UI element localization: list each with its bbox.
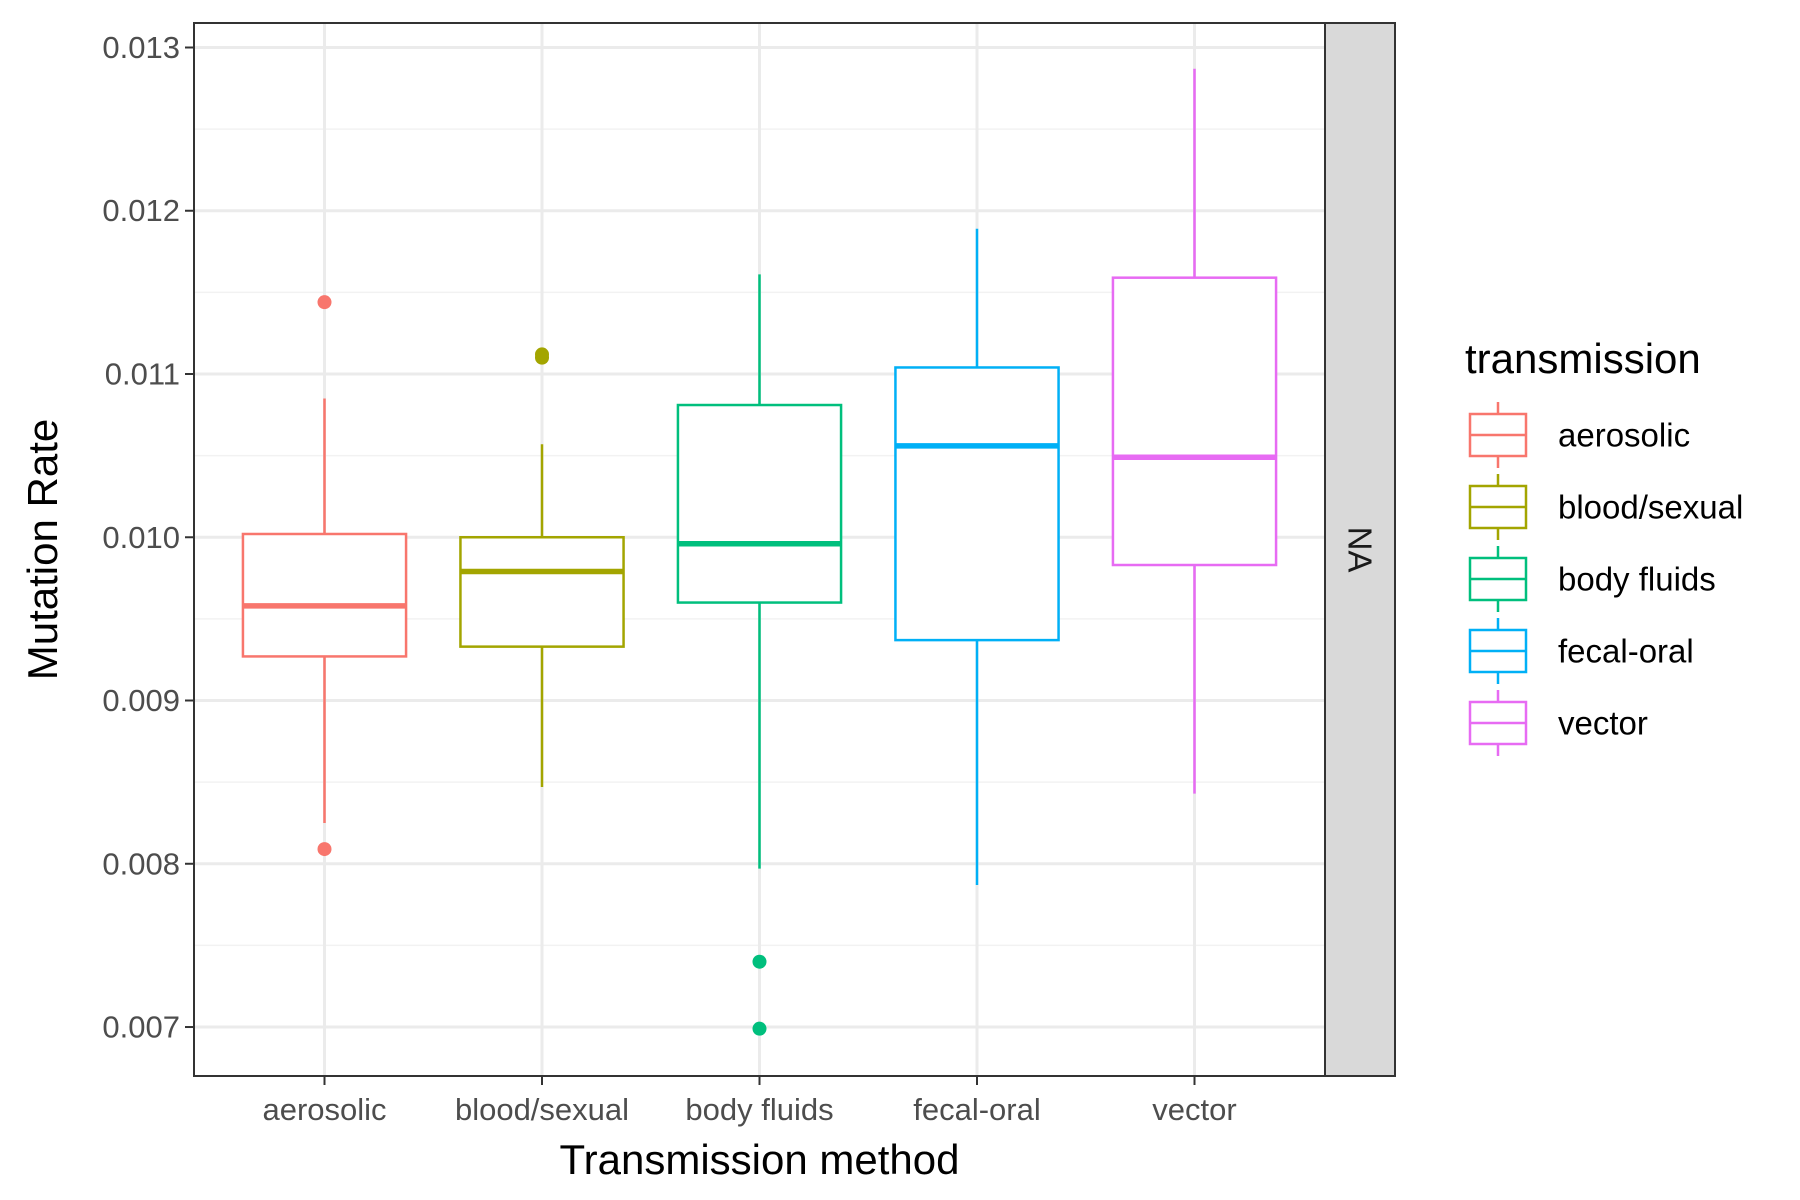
legend-item-aerosolic: aerosolic: [1468, 402, 1690, 468]
outlier-point: [752, 1021, 767, 1036]
box-fecal-oral: [894, 228, 1060, 885]
legend-item-body-fluids: body fluids: [1468, 546, 1716, 612]
x-axis-ticks: aerosolic blood/sexual body fluids fecal-or…: [262, 1076, 1237, 1127]
x-tick-label: fecal-oral: [913, 1092, 1041, 1127]
y-tick-label: 0.012: [102, 193, 180, 228]
y-tick-label: 0.010: [102, 520, 180, 555]
facet-strip-label: NA: [1342, 527, 1379, 573]
box-iqr: [894, 366, 1060, 642]
box-iqr: [459, 536, 625, 648]
facet-strip: [1324, 22, 1396, 1077]
y-axis-ticks: 0.007 0.008 0.009 0.010 0.011 0.012 0.013: [102, 30, 194, 1045]
outlier-point: [535, 347, 549, 362]
legend-label: body fluids: [1558, 561, 1716, 598]
x-tick-label: vector: [1152, 1092, 1236, 1127]
legend-item-vector: vector: [1468, 690, 1648, 756]
box-body-fluids: [676, 274, 843, 1036]
y-tick-label: 0.009: [102, 683, 180, 718]
legend-label: vector: [1558, 705, 1648, 742]
x-tick-label: body fluids: [685, 1092, 833, 1127]
legend: transmission aerosolic blood/sexual body f…: [1465, 335, 1743, 756]
y-tick-label: 0.008: [102, 846, 180, 881]
boxplot-series: [241, 68, 1278, 1036]
box-blood-sexual: [459, 347, 625, 788]
y-tick-label: 0.013: [102, 30, 180, 65]
y-tick-label: 0.011: [105, 357, 180, 392]
outlier-point: [317, 842, 332, 857]
legend-label: aerosolic: [1558, 417, 1690, 454]
y-axis-title: Mutation Rate: [19, 419, 66, 680]
outlier-point: [752, 954, 767, 969]
legend-label: fecal-oral: [1558, 633, 1694, 670]
x-tick-label: blood/sexual: [455, 1092, 629, 1127]
outlier-point: [317, 295, 332, 310]
box-aerosolic: [241, 295, 408, 857]
x-tick-label: aerosolic: [262, 1092, 386, 1127]
box-iqr: [241, 532, 408, 658]
box-iqr: [676, 403, 843, 604]
x-axis-title: Transmission method: [560, 1136, 960, 1183]
legend-label: blood/sexual: [1558, 489, 1743, 526]
box-iqr: [1111, 276, 1278, 567]
legend-item-blood-sexual: blood/sexual: [1468, 474, 1743, 540]
legend-item-fecal-oral: fecal-oral: [1468, 618, 1694, 684]
legend-title: transmission: [1465, 335, 1701, 382]
y-tick-label: 0.007: [102, 1010, 180, 1045]
box-vector: [1111, 68, 1278, 794]
